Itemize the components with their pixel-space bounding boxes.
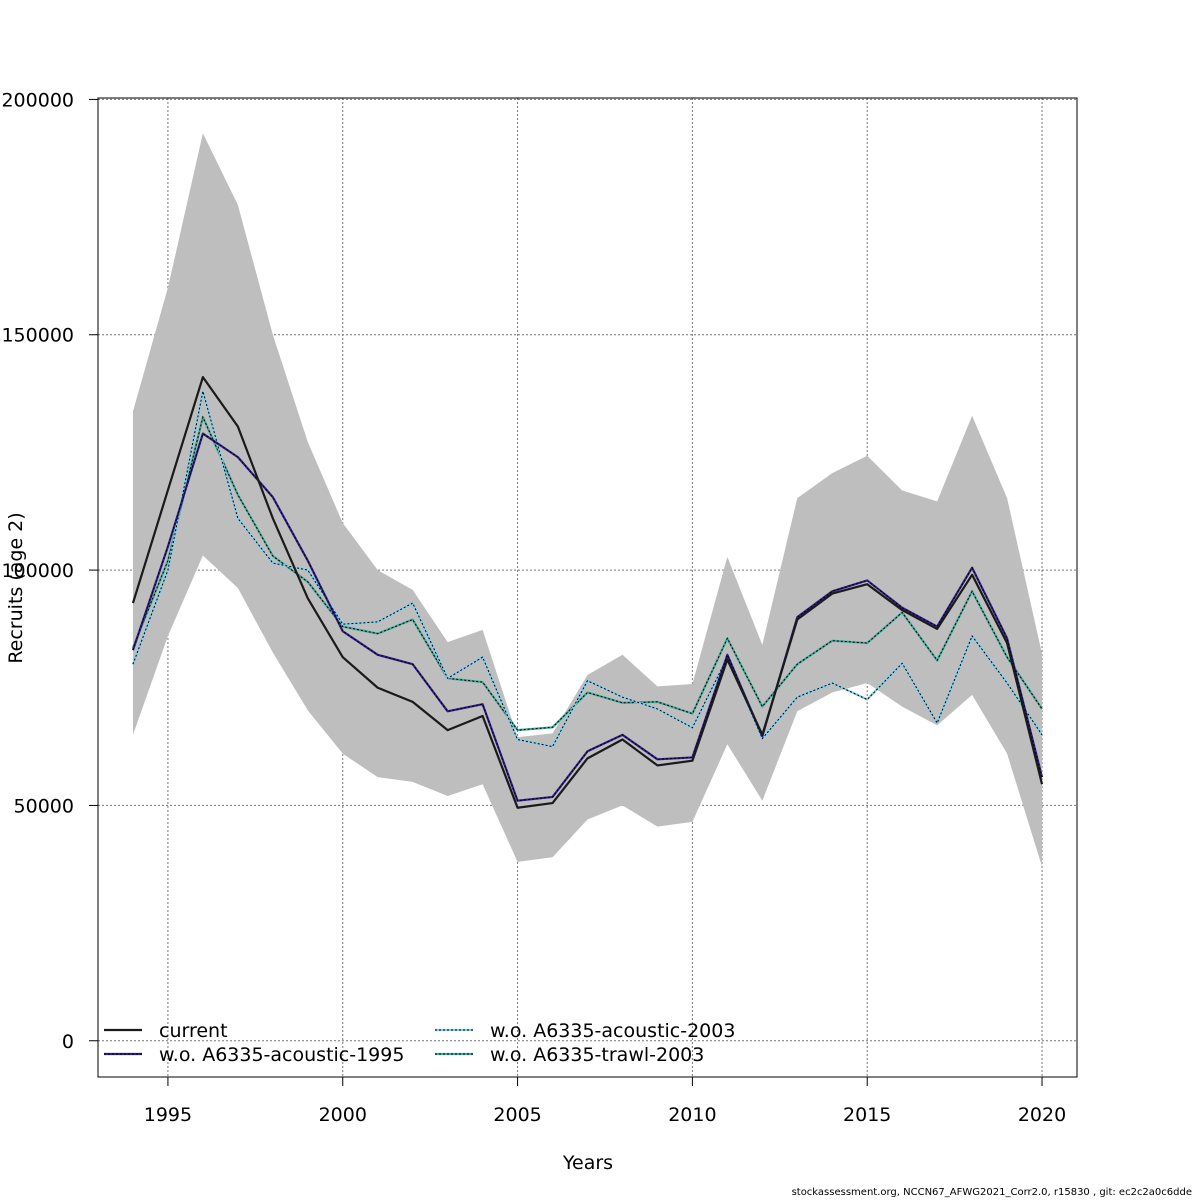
x-tick-label: 2000 <box>319 1104 367 1126</box>
y-tick-label: 50000 <box>14 795 74 817</box>
legend-item-w-o-a6335-acoustic-2003: w.o. A6335-acoustic-2003 <box>435 1020 735 1042</box>
series-line-overlay-w-o-a6335-acoustic-1995 <box>132 432 1043 802</box>
y-tick-label: 0 <box>62 1031 74 1053</box>
x-tick-label: 1995 <box>144 1104 192 1126</box>
legend-label: w.o. A6335-acoustic-1995 <box>159 1044 404 1066</box>
y-tick-label: 150000 <box>1 325 74 347</box>
series-line-current <box>131 376 1044 809</box>
legend-label: current <box>159 1020 228 1042</box>
y-tick-label: 200000 <box>1 89 74 111</box>
legend-item-w-o-a6335-trawl-2003: w.o. A6335-trawl-2003 <box>435 1044 704 1066</box>
legend-label: w.o. A6335-trawl-2003 <box>490 1044 704 1066</box>
x-tick-label: 2020 <box>1018 1104 1066 1126</box>
axes: 1995 2000 2005 2010 2015 2020 0 50000 100000 1500… <box>1 89 1066 1126</box>
footer-credit: stockassessment.org, NCCN67_AFWG2021_Cor… <box>791 1187 1192 1198</box>
legend-label: w.o. A6335-acoustic-2003 <box>490 1020 735 1042</box>
series-line-overlay-w-o-a6335-acoustic-2003 <box>132 391 1043 748</box>
confidence-band <box>132 133 1043 867</box>
series-lines-layer <box>131 376 1044 809</box>
y-axis-title: Recruits (age 2) <box>5 512 27 663</box>
x-axis-title: Years <box>562 1152 613 1174</box>
y-tick-label: 100000 <box>1 560 74 582</box>
legend-item-w-o-a6335-acoustic-1995: w.o. A6335-acoustic-1995 <box>104 1044 404 1066</box>
legend-item-current: current <box>104 1020 228 1042</box>
x-tick-label: 2005 <box>493 1104 541 1126</box>
confidence-band-layer <box>132 133 1043 867</box>
x-tick-label: 2015 <box>843 1104 891 1126</box>
series-line-overlay-w-o-a6335-trawl-2003 <box>132 415 1043 731</box>
x-tick-label: 2010 <box>668 1104 716 1126</box>
